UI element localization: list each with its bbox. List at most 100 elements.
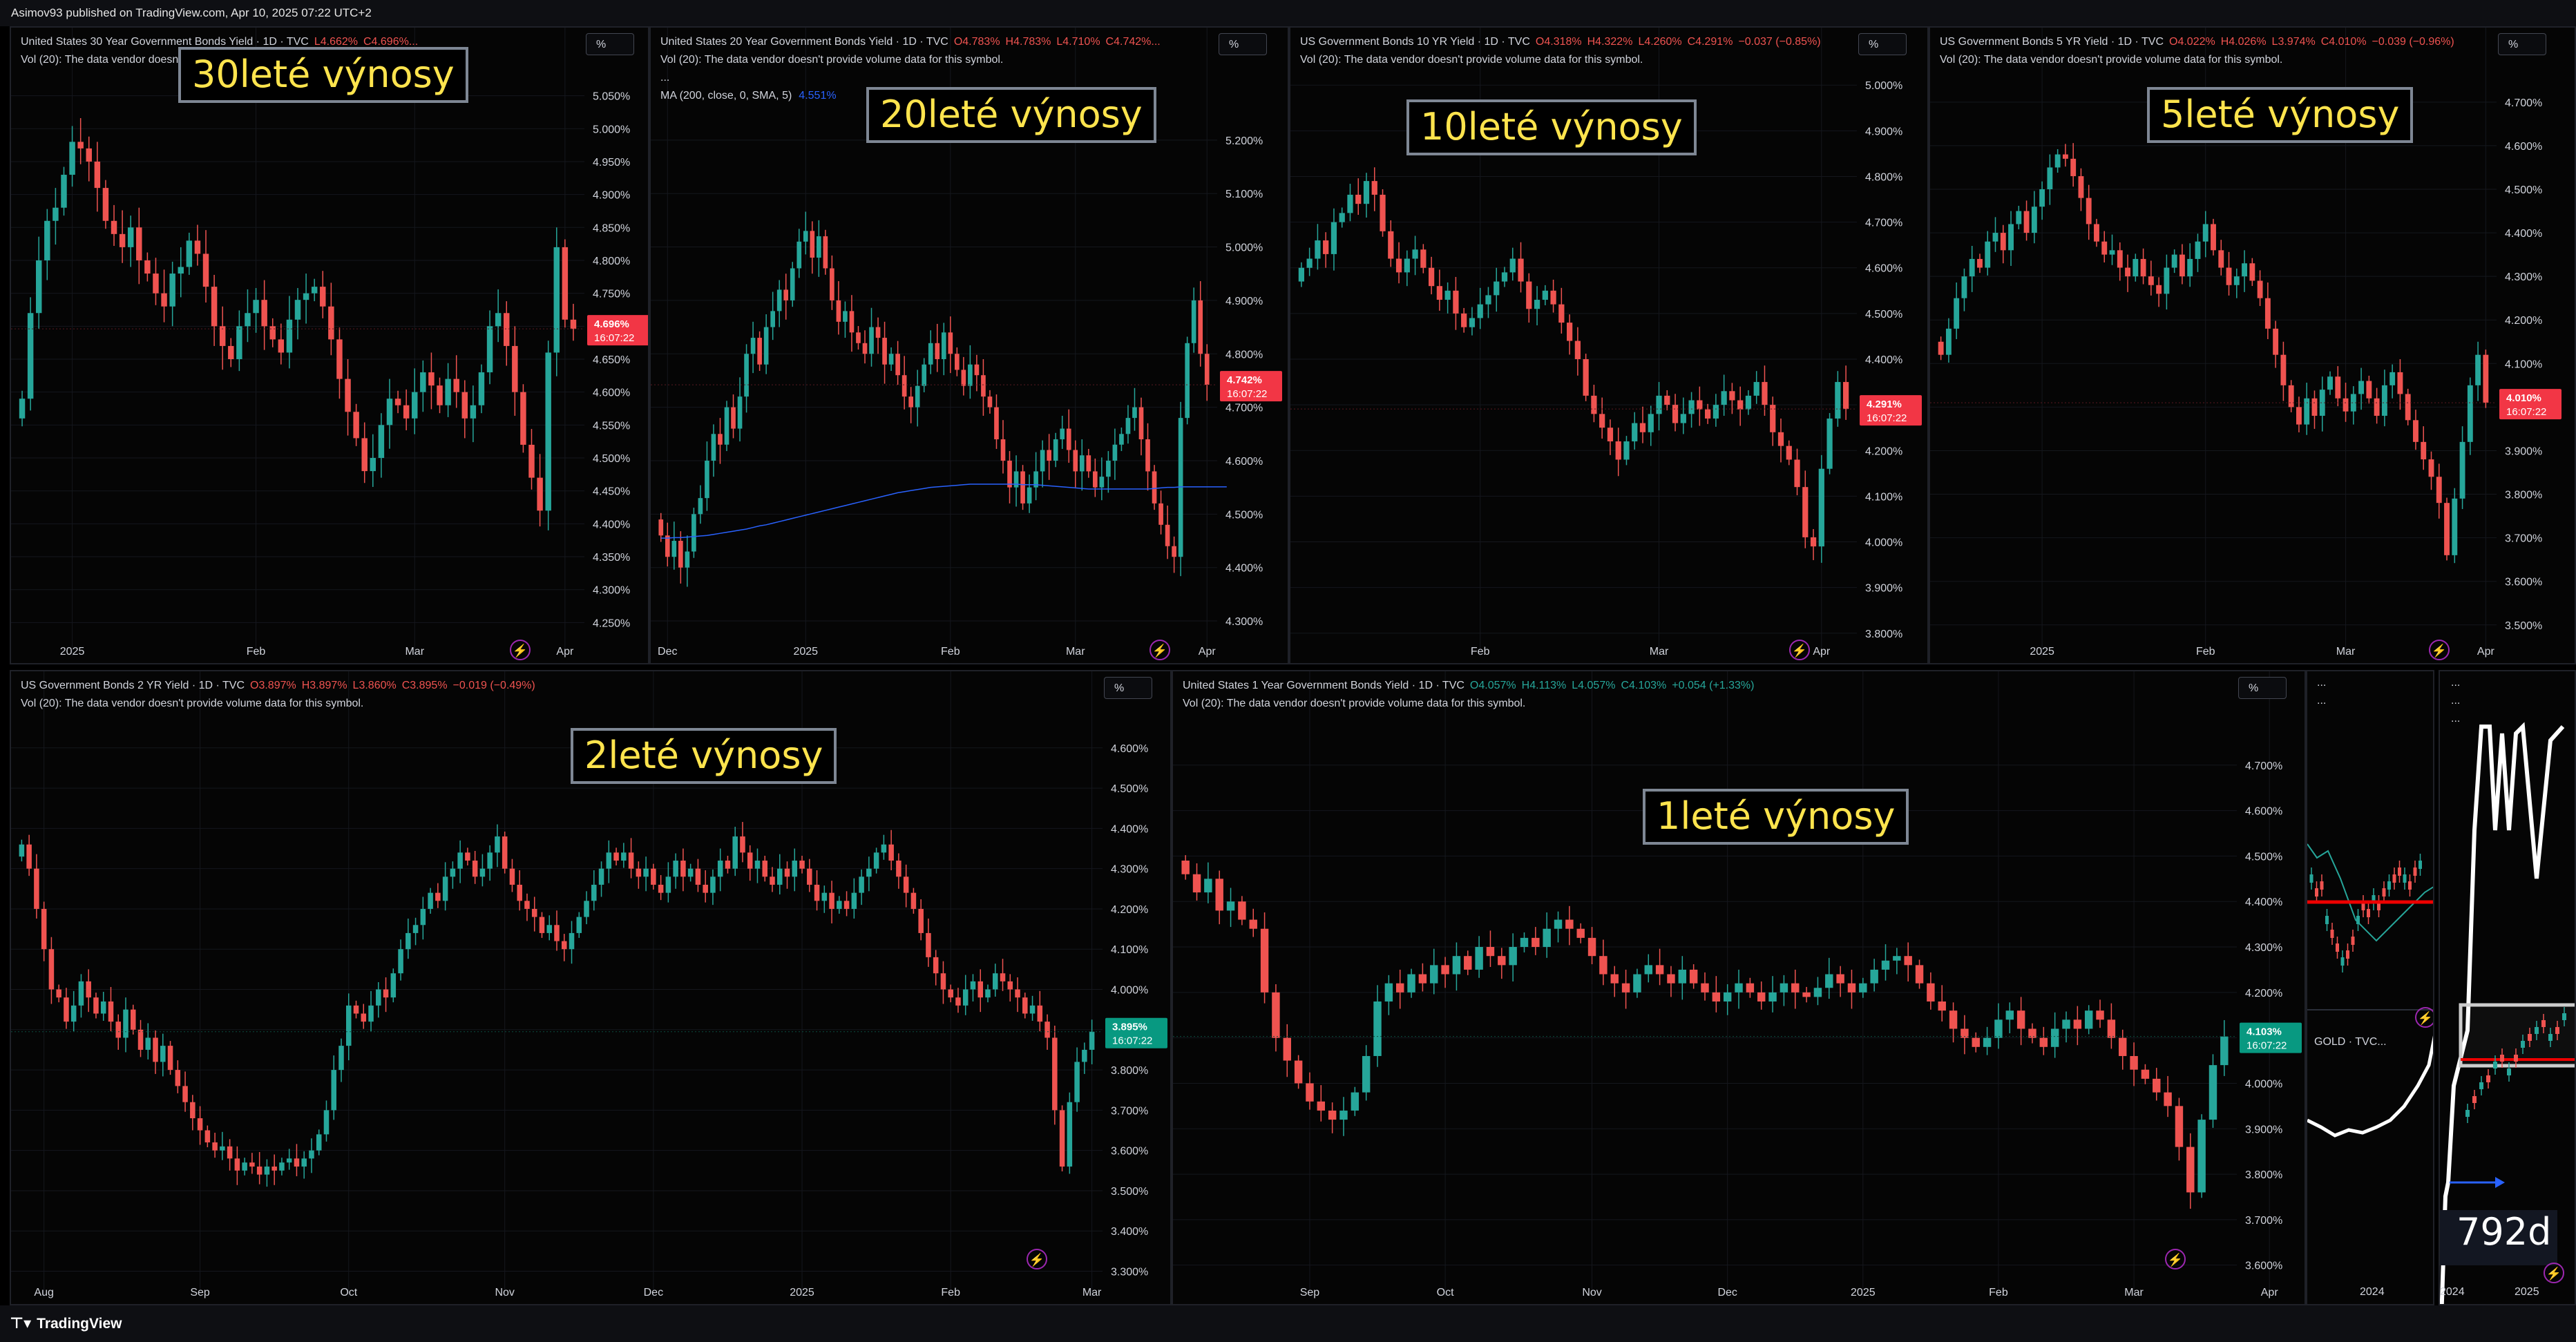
symbol-title[interactable]: United States 30 Year Government Bonds Y… — [21, 36, 309, 48]
candle-body — [1355, 194, 1362, 204]
mini-right-white-line — [2440, 722, 2565, 1304]
lightning-icon[interactable]: ⚡ — [2415, 1007, 2433, 1028]
candle-body — [977, 981, 984, 998]
symbol-title[interactable]: United States 20 Year Government Bonds Y… — [660, 36, 948, 48]
lightning-icon[interactable]: ⚡ — [2165, 1249, 2186, 1269]
lightning-icon[interactable]: ⚡ — [1789, 640, 1810, 660]
mini-panel-left[interactable]: ... ... GOLD · TVC... ⚡ 2024 — [2306, 670, 2434, 1305]
x-tick-label: Mar — [405, 646, 424, 658]
candle-body — [628, 852, 634, 869]
symbol-title[interactable]: US Government Bonds 10 YR Yield · 1D · T… — [1300, 36, 1530, 48]
chart-panel-6[interactable]: 3.600%3.700%3.800%3.900%4.000%4.100%4.20… — [1172, 670, 2306, 1305]
candle-body — [1315, 240, 1321, 259]
candle-body — [1238, 901, 1246, 920]
ma-legend[interactable]: MA (200, close, 0, SMA, 5) 4.551% — [660, 90, 837, 102]
candle-body — [2197, 1120, 2206, 1193]
symbol-title[interactable]: US Government Bonds 2 YR Yield · 1D · TV… — [21, 680, 245, 691]
candle-body — [153, 1037, 158, 1062]
candle-body — [256, 1166, 263, 1175]
candle-body — [1099, 477, 1105, 488]
chart-panel-1[interactable]: 4.250% 4.300% 4.350% 4.400% 4.450% 4.500% 4.55… — [10, 26, 649, 664]
tradingview-logo-text[interactable]: TradingView — [37, 1315, 122, 1332]
candle-body — [2288, 385, 2294, 408]
candle-body — [908, 396, 913, 408]
candle-body — [2000, 233, 2006, 251]
mini-candle-body — [2361, 902, 2365, 910]
candle-body — [2078, 176, 2084, 198]
candle-body — [896, 861, 901, 877]
lightning-icon[interactable]: ⚡ — [1027, 1249, 1047, 1269]
percent-scale-button[interactable]: % — [1219, 33, 1267, 55]
y-tick-label: 4.800% — [1865, 171, 1902, 183]
candle-body — [961, 370, 966, 386]
candle-body — [1843, 382, 1849, 410]
candle-body — [311, 287, 318, 294]
lightning-icon[interactable]: ⚡ — [2544, 1263, 2564, 1283]
candle-body — [1178, 418, 1183, 557]
candle-body — [1574, 341, 1581, 359]
candle-body — [2242, 263, 2248, 277]
y-tick-label: 4.950% — [593, 157, 630, 169]
mini-candle-body — [2418, 861, 2422, 869]
candle-body — [613, 852, 619, 861]
candle-body — [2319, 390, 2325, 416]
candle-body — [353, 1005, 359, 1014]
chart-panel-4[interactable]: 3.500%3.600%3.700%3.800%3.900%4.000%4.10… — [1929, 26, 2576, 664]
candle-body — [1954, 298, 1960, 329]
candle-body — [197, 1118, 203, 1131]
candle-body — [100, 1001, 106, 1014]
percent-scale-button[interactable]: % — [2238, 677, 2287, 699]
symbol-title[interactable]: US Government Bonds 5 YR Yield · 1D · TV… — [1940, 36, 2164, 48]
candle-body — [19, 844, 25, 857]
candle-body — [1746, 983, 1755, 993]
callout-label: 1leté výnosy — [1643, 789, 1909, 845]
candle-body — [1420, 249, 1427, 268]
gold-line — [2307, 1035, 2433, 1138]
candle-body — [194, 240, 201, 254]
candle-body — [901, 375, 907, 397]
candle-body — [1607, 428, 1614, 442]
candle-body — [2343, 398, 2349, 412]
tradingview-logo-icon[interactable]: ⊤▾ — [10, 1315, 32, 1332]
candle-body — [2187, 258, 2193, 277]
percent-scale-button[interactable]: % — [2498, 33, 2546, 55]
mini-candle-body — [2320, 881, 2324, 890]
y-tick-label: 4.400% — [1865, 354, 1902, 366]
y-tick-label: 3.400% — [1111, 1226, 1148, 1238]
candle-body — [1794, 459, 1800, 488]
candle-body — [1786, 445, 1792, 460]
mini-panel-right[interactable]: ... ... ... 792d ⚡ 2024 2025 — [2439, 670, 2576, 1305]
candle-body — [636, 868, 642, 877]
mini-candle-body — [2346, 950, 2349, 959]
y-tick-label: 3.800% — [1865, 629, 1902, 640]
chart-header: United States 20 Year Government Bonds Y… — [660, 36, 1161, 48]
candle-body — [520, 392, 526, 445]
price-tag-bg — [587, 315, 648, 346]
percent-scale-button[interactable]: % — [1104, 677, 1152, 699]
candle-body — [495, 836, 500, 853]
candle-body — [2094, 224, 2099, 242]
chart-panel-3[interactable]: 3.800%3.900%4.000%4.100%4.200%4.300%4.40… — [1289, 26, 1929, 664]
candle-body — [178, 267, 184, 274]
x-tick-label: Feb — [1471, 646, 1490, 658]
percent-scale-button[interactable]: % — [586, 33, 634, 55]
candle-body — [1737, 400, 1744, 410]
lightning-icon[interactable]: ⚡ — [510, 640, 531, 660]
percent-scale-button[interactable]: % — [1858, 33, 1907, 55]
lightning-icon[interactable]: ⚡ — [1149, 640, 1170, 660]
candle-body — [1430, 965, 1438, 984]
candle-body — [1249, 919, 1257, 929]
candle-body — [1181, 861, 1190, 874]
y-tick-label: 4.400% — [2505, 228, 2542, 240]
chart-panel-2[interactable]: 4.300% 4.400% 4.500% 4.600% 4.700% 4.800% 4.90… — [649, 26, 1289, 664]
chart-panel-5[interactable]: 3.300%3.400%3.500%3.600%3.700%3.800%3.90… — [10, 670, 1172, 1305]
candle-body — [2366, 381, 2372, 399]
candle-body — [918, 908, 924, 933]
candle-body — [747, 852, 753, 869]
candle-body — [2016, 1010, 2025, 1029]
candle-body — [1712, 992, 1721, 1001]
lightning-icon[interactable]: ⚡ — [2429, 640, 2450, 660]
symbol-title[interactable]: United States 1 Year Government Bonds Yi… — [1183, 680, 1464, 691]
indicator-dots[interactable]: ... — [660, 72, 670, 84]
candle-body — [1283, 1037, 1291, 1061]
